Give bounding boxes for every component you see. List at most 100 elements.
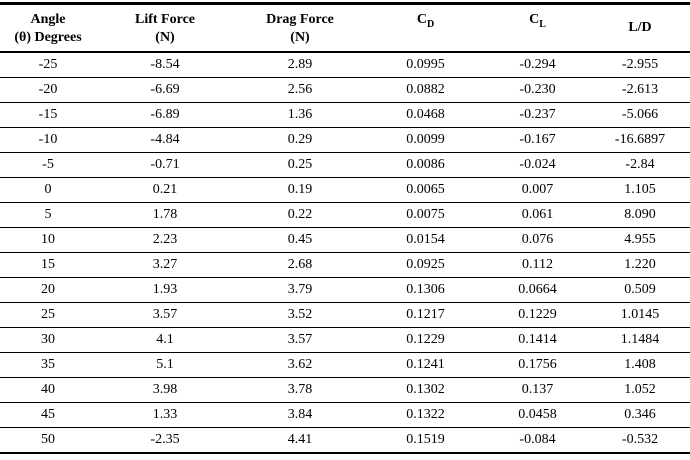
- header-lift-line2: (N): [155, 30, 175, 45]
- table-cell: 0.346: [590, 402, 690, 428]
- table-cell: 0.22: [234, 202, 366, 228]
- table-cell: 0.0099: [366, 127, 485, 153]
- table-cell: 0.1302: [366, 377, 485, 403]
- table-cell: 0.1217: [366, 302, 485, 328]
- table-cell: 0.007: [485, 177, 590, 203]
- table-cell: 3.52: [234, 302, 366, 328]
- table-cell: 0.061: [485, 202, 590, 228]
- table-cell: 1.220: [590, 252, 690, 278]
- table-row: 50 -2.35 4.41 0.1519 -0.084 -0.532: [0, 428, 690, 454]
- table-cell: 3.57: [234, 327, 366, 353]
- table-cell: 0.1229: [485, 302, 590, 328]
- table-cell: 3.84: [234, 402, 366, 428]
- cd-subscript: D: [426, 18, 435, 30]
- table-cell: 0.0664: [485, 277, 590, 303]
- table-cell: 3.62: [234, 352, 366, 378]
- table-cell: 3.79: [234, 277, 366, 303]
- header-ld: L/D: [590, 3, 690, 53]
- table-cell: 20: [0, 277, 96, 303]
- table-row: 30 4.1 3.57 0.1229 0.1414 1.1484: [0, 327, 690, 353]
- table-body: -25 -8.54 2.89 0.0995 -0.294 -2.955 -20 -6.69 2.…: [0, 52, 690, 453]
- table-cell: -0.294: [485, 52, 590, 78]
- header-angle: Angle (θ) Degrees: [0, 3, 96, 53]
- cl-symbol: C: [529, 12, 540, 27]
- table-cell: 0.0995: [366, 52, 485, 78]
- header-drag-line2: (N): [290, 30, 310, 45]
- table-cell: 0.1306: [366, 277, 485, 303]
- cl-subscript: L: [539, 18, 546, 30]
- table-cell: 0.0065: [366, 177, 485, 203]
- header-cl: CL: [485, 3, 590, 53]
- table-cell: -2.955: [590, 52, 690, 78]
- table-cell: -2.84: [590, 152, 690, 178]
- table-cell: 0.21: [96, 177, 234, 203]
- header-lift-force: Lift Force (N): [96, 3, 234, 53]
- table-cell: 10: [0, 227, 96, 253]
- table-cell: -0.237: [485, 102, 590, 128]
- table-cell: 8.090: [590, 202, 690, 228]
- table-cell: 0.1519: [406, 432, 445, 447]
- table-cell: -10: [0, 127, 96, 153]
- table-cell: -5: [0, 152, 96, 178]
- header-cd: CD: [366, 3, 485, 53]
- header-angle-line1: Angle: [30, 12, 66, 27]
- table-cell: 1.33: [96, 402, 234, 428]
- table-cell: 3.57: [96, 302, 234, 328]
- table-row: -5 -0.71 0.25 0.0086 -0.024 -2.84: [0, 152, 690, 178]
- table-cell: 1.105: [590, 177, 690, 203]
- table-cell: -0.71: [96, 152, 234, 178]
- table-cell: 0.29: [234, 127, 366, 153]
- table-cell: -2.35: [150, 432, 180, 447]
- table-row: 25 3.57 3.52 0.1217 0.1229 1.0145: [0, 302, 690, 328]
- table-cell: 5: [0, 202, 96, 228]
- table-cell: 50: [41, 432, 55, 447]
- header-drag-line1: Drag Force: [266, 12, 334, 27]
- table-cell: 0.0458: [485, 402, 590, 428]
- table-cell: -0.024: [485, 152, 590, 178]
- table-row: 35 5.1 3.62 0.1241 0.1756 1.408: [0, 352, 690, 378]
- table-cell: 0.0154: [366, 227, 485, 253]
- table-cell: 3.27: [96, 252, 234, 278]
- table-row: -15 -6.89 1.36 0.0468 -0.237 -5.066: [0, 102, 690, 128]
- table-cell: -16.6897: [590, 127, 690, 153]
- header-lift-line1: Lift Force: [135, 12, 195, 27]
- table-row: -20 -6.69 2.56 0.0882 -0.230 -2.613: [0, 77, 690, 103]
- table-cell: -15: [0, 102, 96, 128]
- table-cell: 3.78: [234, 377, 366, 403]
- table-row: -10 -4.84 0.29 0.0099 -0.167 -16.6897: [0, 127, 690, 153]
- table-row: 45 1.33 3.84 0.1322 0.0458 0.346: [0, 402, 690, 428]
- table-cell: 1.93: [96, 277, 234, 303]
- table-cell: 0.112: [485, 252, 590, 278]
- table-cell: 0.1229: [366, 327, 485, 353]
- table-cell: 25: [0, 302, 96, 328]
- table-cell: 0.19: [234, 177, 366, 203]
- table-cell: 0.1414: [485, 327, 590, 353]
- table-cell: 0.0075: [366, 202, 485, 228]
- table-cell: 0: [0, 177, 96, 203]
- table-cell: -0.084: [519, 432, 556, 447]
- table-cell: 0.0468: [366, 102, 485, 128]
- table-cell: 15: [0, 252, 96, 278]
- table-cell: 0.509: [590, 277, 690, 303]
- table-row: 5 1.78 0.22 0.0075 0.061 8.090: [0, 202, 690, 228]
- table-cell: 1.78: [96, 202, 234, 228]
- table-cell: 1.052: [590, 377, 690, 403]
- table-cell: -0.230: [485, 77, 590, 103]
- table-cell: 30: [0, 327, 96, 353]
- table-cell: -0.167: [485, 127, 590, 153]
- table-cell: 0.0086: [366, 152, 485, 178]
- table-cell: 0.1322: [366, 402, 485, 428]
- table-cell: 0.1756: [485, 352, 590, 378]
- table-cell: -6.69: [96, 77, 234, 103]
- table-cell: 4.955: [590, 227, 690, 253]
- table-cell: 0.45: [234, 227, 366, 253]
- table-cell: 2.68: [234, 252, 366, 278]
- table-cell: 1.36: [234, 102, 366, 128]
- table-row: 0 0.21 0.19 0.0065 0.007 1.105: [0, 177, 690, 203]
- table-cell: 45: [0, 402, 96, 428]
- table-cell: 1.408: [590, 352, 690, 378]
- table-cell: -8.54: [96, 52, 234, 78]
- table-cell: 40: [0, 377, 96, 403]
- header-row: Angle (θ) Degrees Lift Force (N) Drag Fo…: [0, 3, 690, 53]
